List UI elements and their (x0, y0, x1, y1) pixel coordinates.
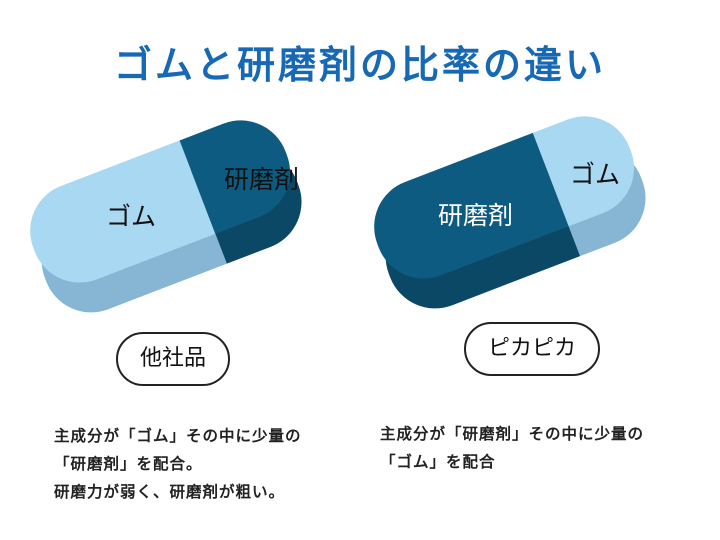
right-gum-label: ゴム (570, 160, 621, 189)
page-title: ゴムと研磨剤の比率の違い (113, 43, 606, 87)
left-gum-label: ゴム (106, 202, 157, 231)
desc-line: 「ゴム」を配合 (380, 453, 496, 471)
pikapika-badge: ピカピカ (464, 322, 600, 376)
left-abrasive-label: 研磨剤 (224, 165, 300, 194)
left-description: 主成分が「ゴム」その中に少量の 「研磨剤」を配合。 研磨力が弱く、研磨剤が粗い。 (54, 422, 302, 506)
desc-line: 研磨力が弱く、研磨剤が粗い。 (54, 483, 286, 501)
desc-line: 「研磨剤」を配合。 (54, 455, 203, 473)
desc-line: 主成分が「ゴム」その中に少量の (54, 427, 302, 445)
competitor-badge: 他社品 (116, 332, 230, 386)
left-eraser (30, 120, 302, 313)
right-description: 主成分が「研磨剤」その中に少量の 「ゴム」を配合 (380, 420, 644, 476)
right-eraser (374, 116, 646, 309)
desc-line: 主成分が「研磨剤」その中に少量の (380, 425, 645, 443)
right-abrasive-label: 研磨剤 (438, 201, 514, 230)
